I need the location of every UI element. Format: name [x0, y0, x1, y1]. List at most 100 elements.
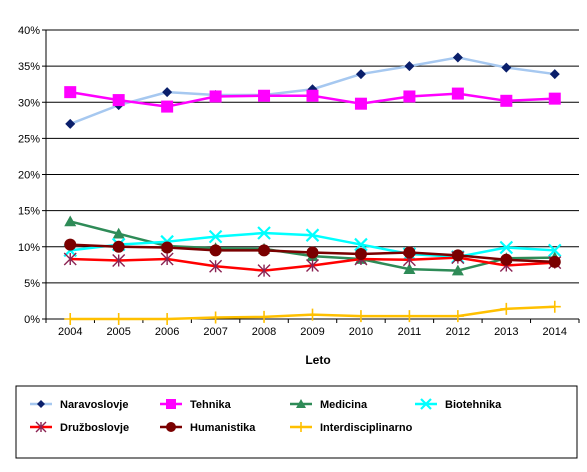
- data-point: [548, 92, 561, 105]
- data-point: [501, 62, 512, 73]
- data-point: [499, 240, 514, 255]
- data-point: [403, 263, 416, 274]
- series-tehnika: [64, 86, 561, 113]
- data-point: [500, 94, 513, 107]
- data-point: [64, 238, 77, 251]
- data-point: [64, 215, 77, 227]
- data-point: [306, 259, 319, 273]
- data-point: [451, 87, 464, 100]
- x-tick-label: 2014: [543, 326, 567, 338]
- data-point: [451, 249, 464, 262]
- data-point: [451, 264, 464, 276]
- legend-marker: [296, 422, 306, 432]
- x-axis-label: Leto: [305, 353, 330, 367]
- data-point: [209, 244, 222, 257]
- data-point: [257, 226, 271, 240]
- data-point: [547, 243, 562, 258]
- legend-item: Družboslovje: [30, 421, 129, 434]
- legend: Naravoslovje Tehnika Medicina Biotehnika Dru…: [15, 385, 578, 459]
- legend-label: Interdisciplinarno: [320, 422, 413, 434]
- data-point: [112, 313, 125, 325]
- data-point: [403, 246, 416, 259]
- data-point: [500, 253, 513, 266]
- x-tick-label: 2008: [252, 326, 276, 338]
- data-point: [354, 97, 367, 110]
- data-point: [354, 237, 368, 252]
- data-point: [209, 90, 222, 103]
- legend-item: Humanistika: [160, 422, 256, 434]
- data-point: [403, 310, 416, 323]
- data-point: [306, 308, 319, 321]
- x-tick-label: 2010: [349, 326, 373, 338]
- x-tick-labels: 2004 2005 2006 2007 2008 2009 2010 2011 2012 2013…: [58, 326, 567, 338]
- data-point: [112, 240, 125, 253]
- y-tick-label: 25%: [18, 133, 40, 145]
- data-point: [354, 247, 367, 260]
- data-point: [64, 86, 77, 99]
- y-tick-label: 35%: [18, 61, 40, 73]
- x-tick-label: 2013: [494, 326, 518, 338]
- y-tick-label: 0%: [24, 314, 40, 326]
- data-point: [161, 100, 174, 113]
- y-tick-label: 5%: [24, 278, 40, 290]
- data-point: [548, 255, 561, 268]
- legend-label: Naravoslovje: [60, 399, 128, 411]
- legend-item: Interdisciplinarno: [290, 422, 413, 434]
- data-point: [112, 227, 125, 239]
- legend-label: Medicina: [320, 399, 368, 411]
- data-point: [65, 118, 76, 129]
- axes: [42, 29, 580, 323]
- y-tick-label: 40%: [18, 25, 40, 37]
- data-point: [258, 244, 271, 257]
- y-tick-label: 10%: [18, 242, 40, 254]
- x-tick-label: 2007: [203, 326, 227, 338]
- series-interdisciplinarno: [64, 300, 561, 325]
- legend-marker: [166, 422, 176, 432]
- data-point: [452, 52, 463, 63]
- legend-label: Biotehnika: [445, 399, 502, 411]
- data-point: [112, 94, 125, 107]
- data-point: [209, 259, 223, 273]
- legend-label: Tehnika: [190, 399, 232, 411]
- y-tick-label: 20%: [18, 170, 40, 182]
- data-point: [162, 87, 173, 98]
- data-point: [549, 69, 560, 80]
- legend-item: Naravoslovje: [30, 399, 128, 411]
- data-point: [305, 228, 320, 242]
- data-point: [64, 313, 77, 325]
- data-point: [209, 311, 222, 324]
- data-point: [403, 90, 416, 103]
- data-point: [355, 69, 366, 80]
- legend-marker: [420, 398, 432, 410]
- data-point: [258, 310, 271, 323]
- data-point: [161, 313, 174, 325]
- legend-marker: [296, 399, 306, 408]
- x-tick-label: 2011: [398, 326, 422, 338]
- legend-item: Tehnika: [160, 399, 232, 411]
- data-point: [306, 246, 319, 259]
- data-point: [112, 253, 126, 267]
- series-group: [63, 52, 562, 325]
- data-point: [208, 229, 223, 244]
- data-point: [354, 310, 367, 323]
- x-tick-label: 2005: [106, 326, 130, 338]
- data-point: [500, 302, 513, 315]
- y-tick-label: 15%: [18, 206, 40, 218]
- legend-marker: [35, 421, 47, 433]
- legend-item: Medicina: [290, 399, 368, 411]
- data-point: [63, 252, 77, 266]
- legend-box: [15, 385, 578, 459]
- legend-label: Humanistika: [190, 422, 256, 434]
- data-point: [548, 300, 561, 313]
- series-humanistika: [64, 238, 561, 268]
- y-tick-label: 30%: [18, 97, 40, 109]
- legend-marker: [37, 400, 45, 408]
- x-tick-label: 2004: [58, 326, 82, 338]
- x-tick-label: 2006: [155, 326, 179, 338]
- data-point: [161, 241, 174, 254]
- x-tick-label: 2012: [446, 326, 470, 338]
- data-point: [404, 61, 415, 72]
- legend-item: Biotehnika: [415, 398, 502, 411]
- data-point: [451, 310, 464, 323]
